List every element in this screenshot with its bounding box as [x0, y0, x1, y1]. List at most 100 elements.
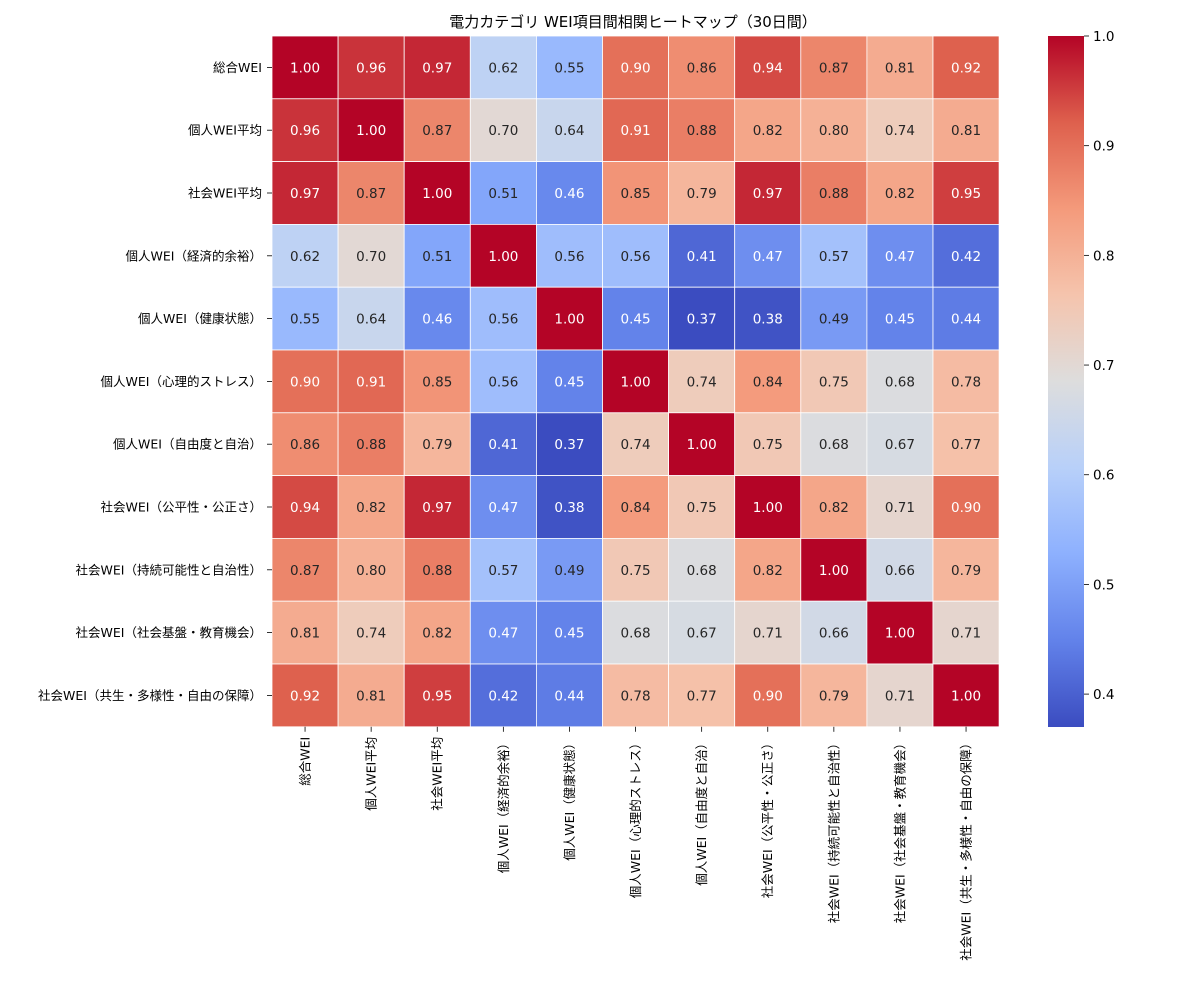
heatmap-cell — [403, 412, 471, 476]
heatmap-cell — [602, 349, 669, 414]
x-tick-label: 社会WEI（共生・多様性・自由の保障） — [959, 737, 974, 961]
heatmap-cell — [337, 663, 405, 728]
y-tick-label: 総合WEI — [213, 60, 262, 75]
heatmap-cell — [271, 600, 339, 665]
heatmap-cell — [337, 35, 405, 100]
cell-value-label: 0.77 — [951, 437, 981, 453]
cell-value-label: 0.42 — [951, 249, 981, 265]
heatmap-cell — [866, 286, 934, 351]
cell-value-label: 0.38 — [554, 500, 584, 516]
cell-value-label: 0.80 — [819, 123, 849, 139]
cell-value-label: 0.56 — [488, 312, 518, 328]
cell-value-label: 0.62 — [290, 249, 320, 265]
cell-value-label: 0.81 — [290, 626, 320, 642]
cell-value-label: 0.82 — [885, 186, 915, 202]
y-tick-label: 個人WEI（心理的ストレス） — [101, 374, 262, 389]
cell-value-label: 1.00 — [290, 60, 320, 76]
x-tick-label: 社会WEI（持続可能性と自治性） — [826, 737, 841, 923]
heatmap-cell — [403, 98, 471, 163]
cell-value-label: 0.62 — [488, 60, 518, 76]
cell-value-label: 0.85 — [621, 186, 651, 202]
heatmap-cell — [734, 35, 802, 100]
cell-value-label: 0.66 — [819, 626, 849, 642]
heatmap-cell — [337, 98, 405, 163]
heatmap-cell — [469, 538, 537, 602]
cell-value-label: 0.90 — [290, 374, 320, 390]
heatmap-cell — [337, 412, 405, 476]
cell-value-label: 0.88 — [819, 186, 849, 202]
cell-value-label: 0.97 — [290, 186, 320, 202]
cell-value-label: 0.82 — [356, 500, 386, 516]
heatmap-cell — [602, 600, 669, 665]
cell-value-label: 0.80 — [356, 563, 386, 579]
heatmap-cell — [932, 161, 1000, 225]
cell-value-label: 0.44 — [554, 688, 584, 704]
cell-value-label: 0.95 — [422, 688, 452, 704]
cell-value-label: 0.64 — [554, 123, 584, 139]
cell-value-label: 0.91 — [356, 374, 386, 390]
heatmap-cell — [734, 98, 802, 163]
heatmap-cell — [403, 663, 471, 728]
cell-value-label: 0.47 — [488, 626, 518, 642]
cell-value-label: 0.70 — [356, 249, 386, 265]
heatmap-cell — [403, 538, 471, 602]
cell-value-label: 1.00 — [488, 249, 518, 265]
colorbar-gradient — [1048, 36, 1084, 727]
heatmap-cell — [668, 161, 736, 225]
heatmap-cell — [536, 286, 603, 351]
y-tick-label: 社会WEI（持続可能性と自治性） — [76, 562, 262, 577]
heatmap-cell — [800, 600, 868, 665]
heatmap-cell — [403, 286, 471, 351]
heatmap-cell — [602, 35, 669, 100]
cell-value-label: 0.47 — [885, 249, 915, 265]
heatmap-cell — [337, 223, 405, 288]
heatmap-cell — [866, 475, 934, 539]
heatmap-cell — [668, 98, 736, 163]
y-tick-label: 社会WEI平均 — [188, 186, 262, 201]
heatmap-cell — [469, 286, 537, 351]
heatmap-cell — [403, 223, 471, 288]
y-tick-label: 社会WEI（公平性・公正さ） — [101, 500, 262, 515]
heatmap-cell — [602, 286, 669, 351]
heatmap-cell — [932, 35, 1000, 100]
y-tick-label: 個人WEI（健康状態） — [138, 311, 262, 326]
heatmap-cell — [536, 223, 603, 288]
heatmap-cell — [469, 35, 537, 100]
x-tick-label: 個人WEI（健康状態） — [562, 737, 577, 861]
cell-value-label: 0.75 — [687, 500, 717, 516]
cell-value-label: 0.90 — [951, 500, 981, 516]
cell-value-label: 1.00 — [951, 688, 981, 704]
x-axis: 総合WEI 個人WEI平均 社会WEI平均 個人WEI（経済的余裕） 個人WEI（健康状… — [298, 726, 974, 961]
cell-value-label: 0.67 — [687, 626, 717, 642]
colorbar-tick-label: 0.6 — [1093, 468, 1114, 484]
cell-value-label: 0.96 — [290, 123, 320, 139]
heatmap-cell — [932, 349, 1000, 414]
cell-value-label: 1.00 — [356, 123, 386, 139]
heatmap-cell — [271, 475, 339, 539]
cell-value-label: 0.90 — [621, 60, 651, 76]
heatmap-cell — [866, 223, 934, 288]
cell-value-label: 0.45 — [554, 374, 584, 390]
cell-value-label: 0.68 — [885, 374, 915, 390]
heatmap-cell — [668, 286, 736, 351]
heatmap-cell — [602, 223, 669, 288]
heatmap-cell — [800, 412, 868, 476]
cell-value-label: 0.56 — [621, 249, 651, 265]
heatmap-cell — [734, 600, 802, 665]
heatmap-cell — [800, 161, 868, 225]
y-tick-label: 個人WEI（自由度と自治） — [113, 437, 262, 452]
heatmap-cell — [932, 98, 1000, 163]
cell-value-label: 0.55 — [290, 312, 320, 328]
cell-value-label: 0.70 — [488, 123, 518, 139]
y-tick-label: 個人WEI（経済的余裕） — [126, 248, 262, 263]
heatmap-cell — [337, 286, 405, 351]
heatmap-cell — [536, 98, 603, 163]
cell-value-label: 0.74 — [885, 123, 915, 139]
cell-value-label: 0.96 — [356, 60, 386, 76]
heatmap-cell — [536, 663, 603, 728]
colorbar-tick-label: 0.7 — [1093, 358, 1114, 374]
cell-value-label: 0.71 — [885, 688, 915, 704]
cell-value-label: 0.46 — [422, 312, 452, 328]
heatmap-cell — [271, 98, 339, 163]
